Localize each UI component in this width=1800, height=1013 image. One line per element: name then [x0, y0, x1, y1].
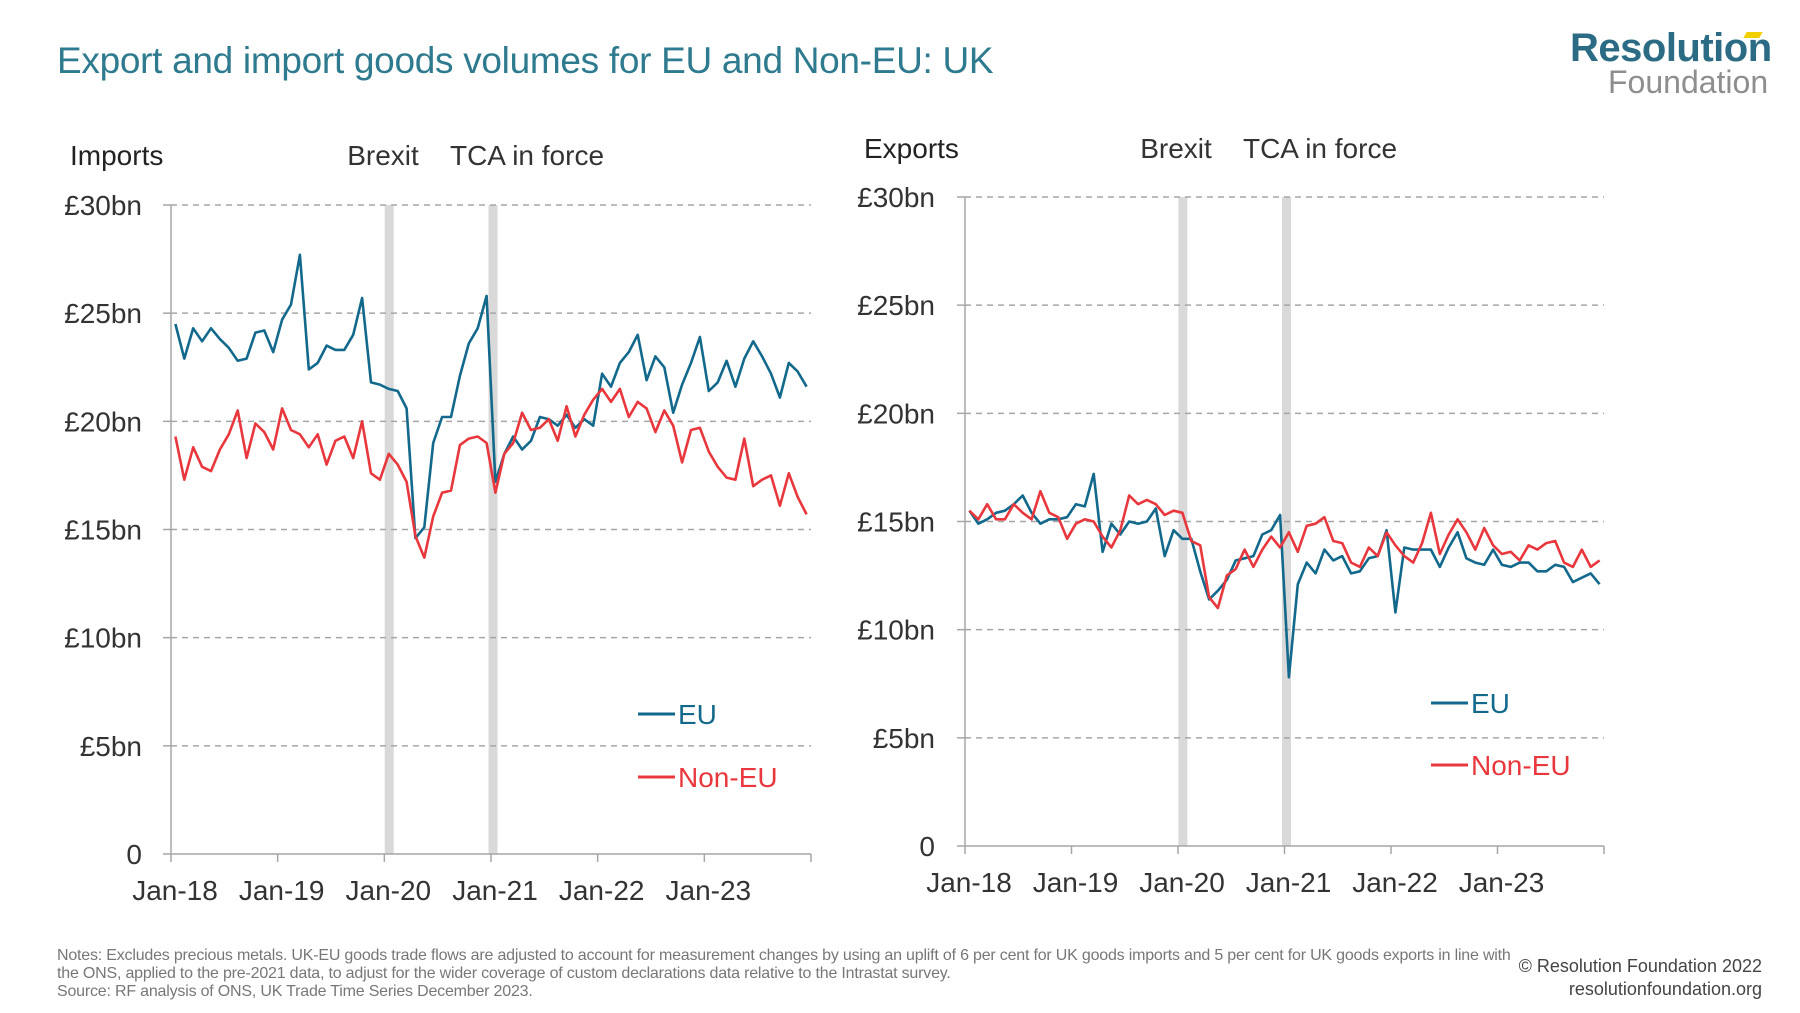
imports-y-tick-label: £25bn [64, 298, 142, 329]
exports-x-tick-label: Jan-19 [1033, 867, 1119, 898]
imports-x-tick-label: Jan-22 [559, 875, 645, 906]
imports-chart: 0 £5bn £10bn £15bn £20bn £25bn £30bn Jan-18 Jan-… [64, 190, 812, 906]
imports-series-noneu [174, 387, 808, 559]
exports-series-eu [968, 472, 1601, 679]
copyright-text: © Resolution Foundation 2022 [1518, 956, 1762, 976]
exports-y-tick-label: £15bn [857, 507, 935, 538]
exports-x-tick-label: Jan-18 [926, 867, 1012, 898]
imports-brexit-label: Brexit [347, 140, 419, 171]
imports-x-tick-label: Jan-20 [346, 875, 432, 906]
exports-x-tick-label: Jan-23 [1459, 867, 1545, 898]
exports-y-tick-label: £30bn [857, 182, 935, 213]
imports-tca-label: TCA in force [449, 140, 605, 171]
exports-event-bar-brexit [1178, 197, 1188, 846]
imports-event-bar-brexit [384, 205, 394, 854]
logo-line1: Resolution [1570, 26, 1772, 70]
imports-y-tick-label: £5bn [80, 731, 142, 762]
exports-x-tick-label: Jan-22 [1352, 867, 1438, 898]
exports-y-tick-label: £25bn [857, 290, 935, 321]
exports-chart: 0 £5bn £10bn £15bn £20bn £25bn £30bn Jan-18 Jan-… [857, 182, 1605, 898]
imports-series-eu [174, 253, 808, 540]
website-text: resolutionfoundation.org [1568, 979, 1762, 999]
copyright-block: © Resolution Foundation 2022 resolutionf… [1519, 955, 1762, 1001]
imports-y-tick-label: 0 [126, 839, 142, 870]
exports-x-tick-label: Jan-20 [1139, 867, 1225, 898]
exports-y-tick-label: £20bn [857, 398, 935, 429]
page-title: Export and import goods volumes for EU a… [57, 40, 994, 81]
exports-tca-label: TCA in force [1242, 133, 1398, 164]
imports-panel-title: Imports [70, 140, 164, 171]
notes-text: Notes: Excludes precious metals. UK-EU g… [57, 947, 1511, 982]
exports-series-noneu [968, 489, 1601, 610]
imports-x-tick-label: Jan-21 [452, 875, 538, 906]
exports-panel-title: Exports [864, 133, 959, 164]
logo-line2: Foundation [1608, 64, 1769, 100]
exports-brexit-label: Brexit [1140, 133, 1212, 164]
imports-x-tick-label: Jan-19 [239, 875, 325, 906]
exports-legend-label: Non-EU [1471, 750, 1571, 781]
exports-y-tick-label: £10bn [857, 615, 935, 646]
imports-x-tick-label: Jan-18 [132, 875, 218, 906]
imports-legend-label: Non-EU [678, 762, 778, 793]
imports-x-tick-label: Jan-23 [666, 875, 752, 906]
imports-y-tick-label: £30bn [64, 190, 142, 221]
source-text: Source: RF analysis of ONS, UK Trade Tim… [57, 983, 533, 1000]
imports-y-tick-label: £15bn [64, 515, 142, 546]
exports-x-tick-label: Jan-21 [1246, 867, 1332, 898]
imports-y-tick-label: £20bn [64, 406, 142, 437]
exports-y-tick-label: £5bn [873, 723, 935, 754]
notes: Notes: Excludes precious metals. UK-EU g… [57, 947, 1517, 1001]
imports-legend-label: EU [678, 699, 717, 730]
exports-legend-label: EU [1471, 688, 1510, 719]
imports-y-tick-label: £10bn [64, 623, 142, 654]
exports-y-tick-label: 0 [919, 831, 935, 862]
